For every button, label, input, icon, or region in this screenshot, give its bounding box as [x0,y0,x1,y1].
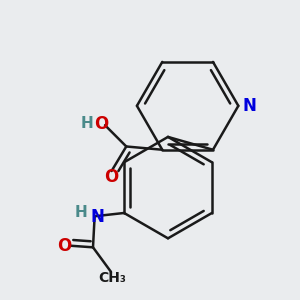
Text: O: O [104,168,118,186]
Text: H: H [81,116,93,131]
Text: N: N [242,97,256,115]
Text: H: H [74,205,87,220]
Text: O: O [94,115,108,133]
Text: O: O [57,237,71,255]
Text: N: N [90,208,104,226]
Text: CH₃: CH₃ [99,271,127,285]
